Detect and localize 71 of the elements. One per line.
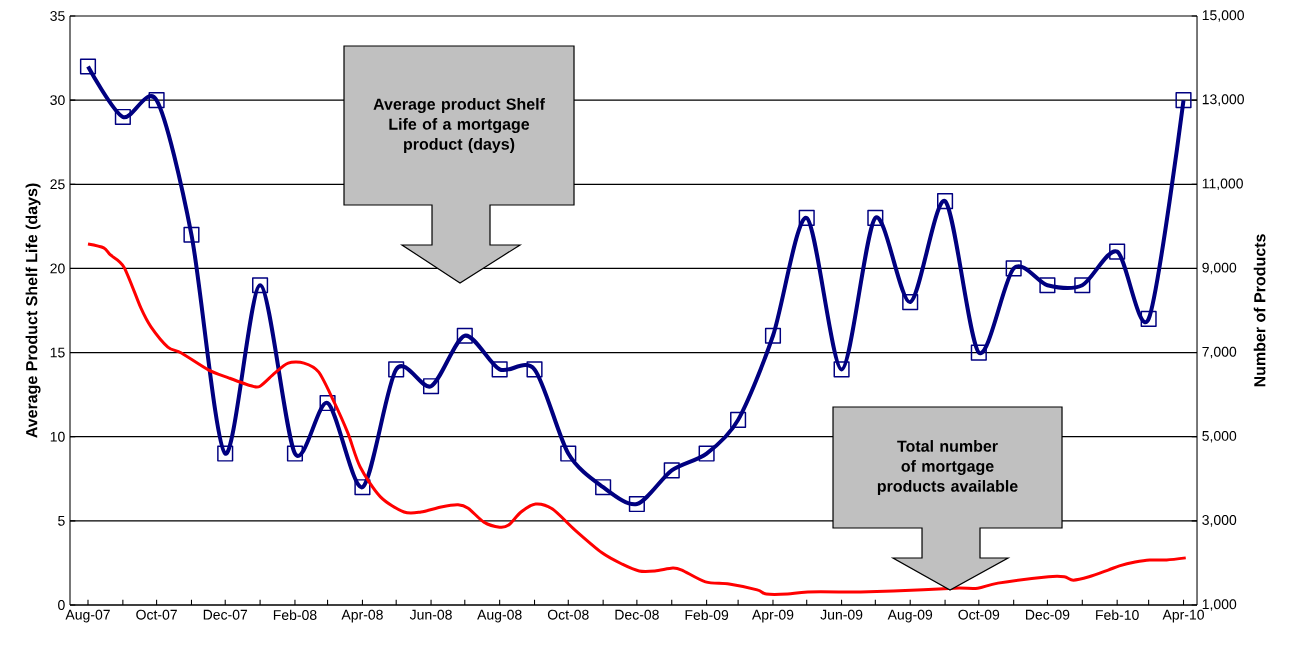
point — [902, 294, 919, 311]
point — [730, 411, 747, 428]
x-tick-label: Dec-08 — [615, 609, 659, 620]
annotation: Total number of mortgage products available — [877, 440, 1018, 495]
point — [422, 378, 440, 395]
y2-tick-label: 15,000 — [1202, 10, 1244, 22]
x-tick-label: Dec-09 — [1026, 609, 1070, 620]
line-series — [86, 242, 1188, 596]
x-tick-label: Aug-09 — [887, 609, 933, 623]
y-axis-title: Average Product Shelf Life (days) — [25, 183, 41, 438]
point — [388, 361, 405, 378]
y2-tick-label: 13,000 — [1202, 94, 1244, 106]
point — [79, 58, 97, 75]
y-tick-label: 35 — [50, 11, 65, 21]
point — [595, 479, 612, 496]
x-tick-label: Oct-08 — [547, 609, 589, 620]
point — [833, 361, 850, 378]
y2-tick-label: 7,000 — [1202, 346, 1237, 359]
y2-tick-label: 3,000 — [1202, 515, 1237, 527]
y2-tick-label: 1,000 — [1202, 599, 1237, 611]
point — [698, 445, 715, 462]
x-tick-label: Jun-08 — [409, 609, 452, 620]
y2-axis-title: Number of Products — [1253, 234, 1266, 387]
point — [319, 394, 336, 412]
point — [1074, 277, 1091, 294]
point — [286, 445, 304, 462]
y-tick-label: 15 — [50, 347, 65, 358]
point — [252, 277, 269, 294]
y-tick-label: 20 — [50, 263, 65, 274]
point — [937, 193, 954, 210]
y2-tick-label: 11,000 — [1202, 178, 1243, 191]
x-tick-label: Oct-09 — [958, 609, 1000, 620]
point — [183, 226, 200, 243]
x-tick-label: Dec-07 — [203, 609, 248, 620]
x-tick-label: Apr-09 — [751, 609, 794, 623]
x-tick-label: Jun-09 — [820, 609, 863, 620]
point — [1005, 260, 1022, 277]
point — [491, 361, 508, 378]
y-tick-label: 5 — [58, 515, 65, 526]
point — [526, 361, 543, 378]
point — [663, 462, 680, 479]
point — [354, 479, 371, 496]
point — [628, 495, 645, 513]
x-tick-label: Apr-10 — [1162, 609, 1204, 623]
point — [217, 445, 234, 462]
y-tick-label: 30 — [50, 95, 65, 106]
x-tick-label: Feb-09 — [685, 609, 729, 620]
point — [764, 327, 782, 344]
x-tick-label: Feb-10 — [1096, 609, 1139, 620]
y2-tick-label: 5,000 — [1202, 430, 1237, 443]
x-tick-label: Apr-08 — [341, 609, 383, 623]
x-tick-label: Aug-08 — [477, 609, 522, 623]
annotation: Average product Shelf Life of a mortgage product (days) — [373, 98, 545, 153]
y-tick-label: 0 — [58, 600, 65, 610]
point — [798, 209, 815, 227]
point — [1039, 277, 1056, 294]
point — [560, 445, 577, 462]
point — [148, 92, 165, 109]
point — [456, 327, 473, 344]
y-tick-label: 10 — [50, 431, 65, 442]
x-tick-label: Feb-08 — [273, 609, 317, 620]
point — [970, 344, 987, 361]
y-tick-label: 25 — [50, 179, 65, 190]
point — [867, 209, 884, 227]
point — [1175, 92, 1192, 109]
point — [1140, 310, 1157, 327]
y2-tick-label: 9,000 — [1202, 262, 1237, 275]
x-tick-label: Oct-07 — [136, 609, 177, 620]
point — [114, 108, 131, 126]
point — [1109, 243, 1126, 260]
x-tick-label: Aug-07 — [65, 609, 110, 623]
